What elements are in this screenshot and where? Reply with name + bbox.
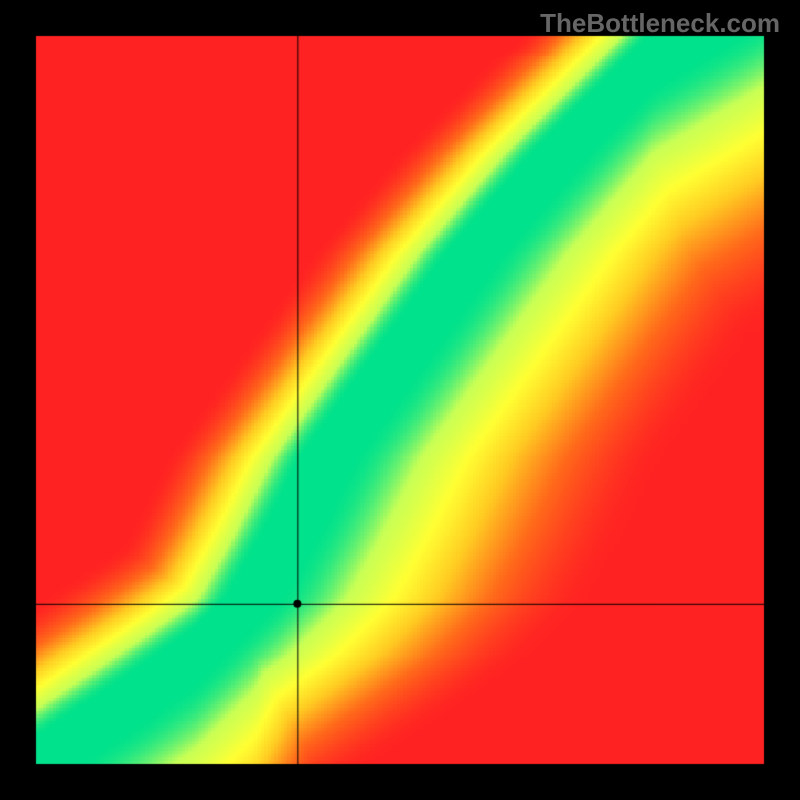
- watermark-text: TheBottleneck.com: [540, 8, 780, 39]
- bottleneck-heatmap-canvas: [0, 0, 800, 800]
- chart-container: TheBottleneck.com: [0, 0, 800, 800]
